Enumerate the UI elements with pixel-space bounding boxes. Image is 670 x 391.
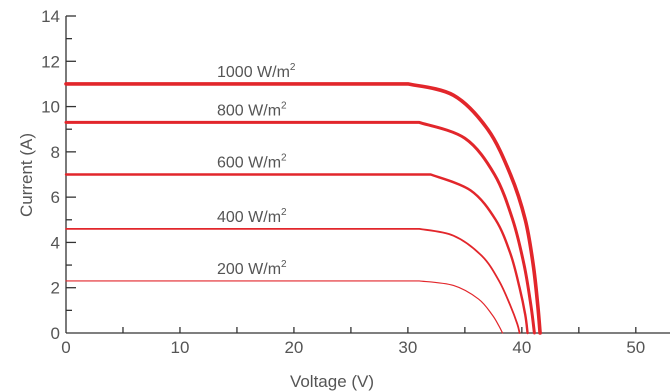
series-label-4: 200 W/m2 <box>217 259 287 278</box>
series-label-0: 1000 W/m2 <box>217 62 296 81</box>
x-tick-label: 30 <box>398 338 417 357</box>
series-line-2 <box>64 173 529 335</box>
x-tick-label: 0 <box>61 338 70 357</box>
series-group <box>64 82 542 335</box>
y-tick-label: 14 <box>41 7 60 26</box>
y-axis-title: Current (A) <box>17 133 36 217</box>
series-label-1: 800 W/m2 <box>217 100 287 119</box>
y-tick-label: 2 <box>51 279 60 298</box>
series-labels: 1000 W/m2 800 W/m2 600 W/m2 400 W/m2 200 W/m… <box>217 62 296 278</box>
x-axis-title: Voltage (V) <box>290 372 374 391</box>
series-label-2: 600 W/m2 <box>217 153 287 172</box>
y-tick-label: 8 <box>51 143 60 162</box>
y-tick-label: 0 <box>51 324 60 343</box>
x-tick-label: 10 <box>171 338 190 357</box>
series-line-1 <box>64 120 536 335</box>
y-tick-label: 6 <box>51 188 60 207</box>
series-line-0 <box>64 82 542 335</box>
series-label-3: 400 W/m2 <box>217 207 287 226</box>
axes: 0 10 20 30 40 50 0 2 4 6 8 10 12 14 <box>41 7 670 357</box>
y-tick-label: 4 <box>51 233 60 252</box>
series-line-4 <box>65 280 504 334</box>
x-tick-label: 40 <box>512 338 531 357</box>
y-tick-label: 10 <box>41 98 60 117</box>
x-tick-label: 50 <box>626 338 645 357</box>
y-tick-label: 12 <box>41 52 60 71</box>
series-line-3 <box>65 227 521 334</box>
x-tick-label: 20 <box>284 338 303 357</box>
